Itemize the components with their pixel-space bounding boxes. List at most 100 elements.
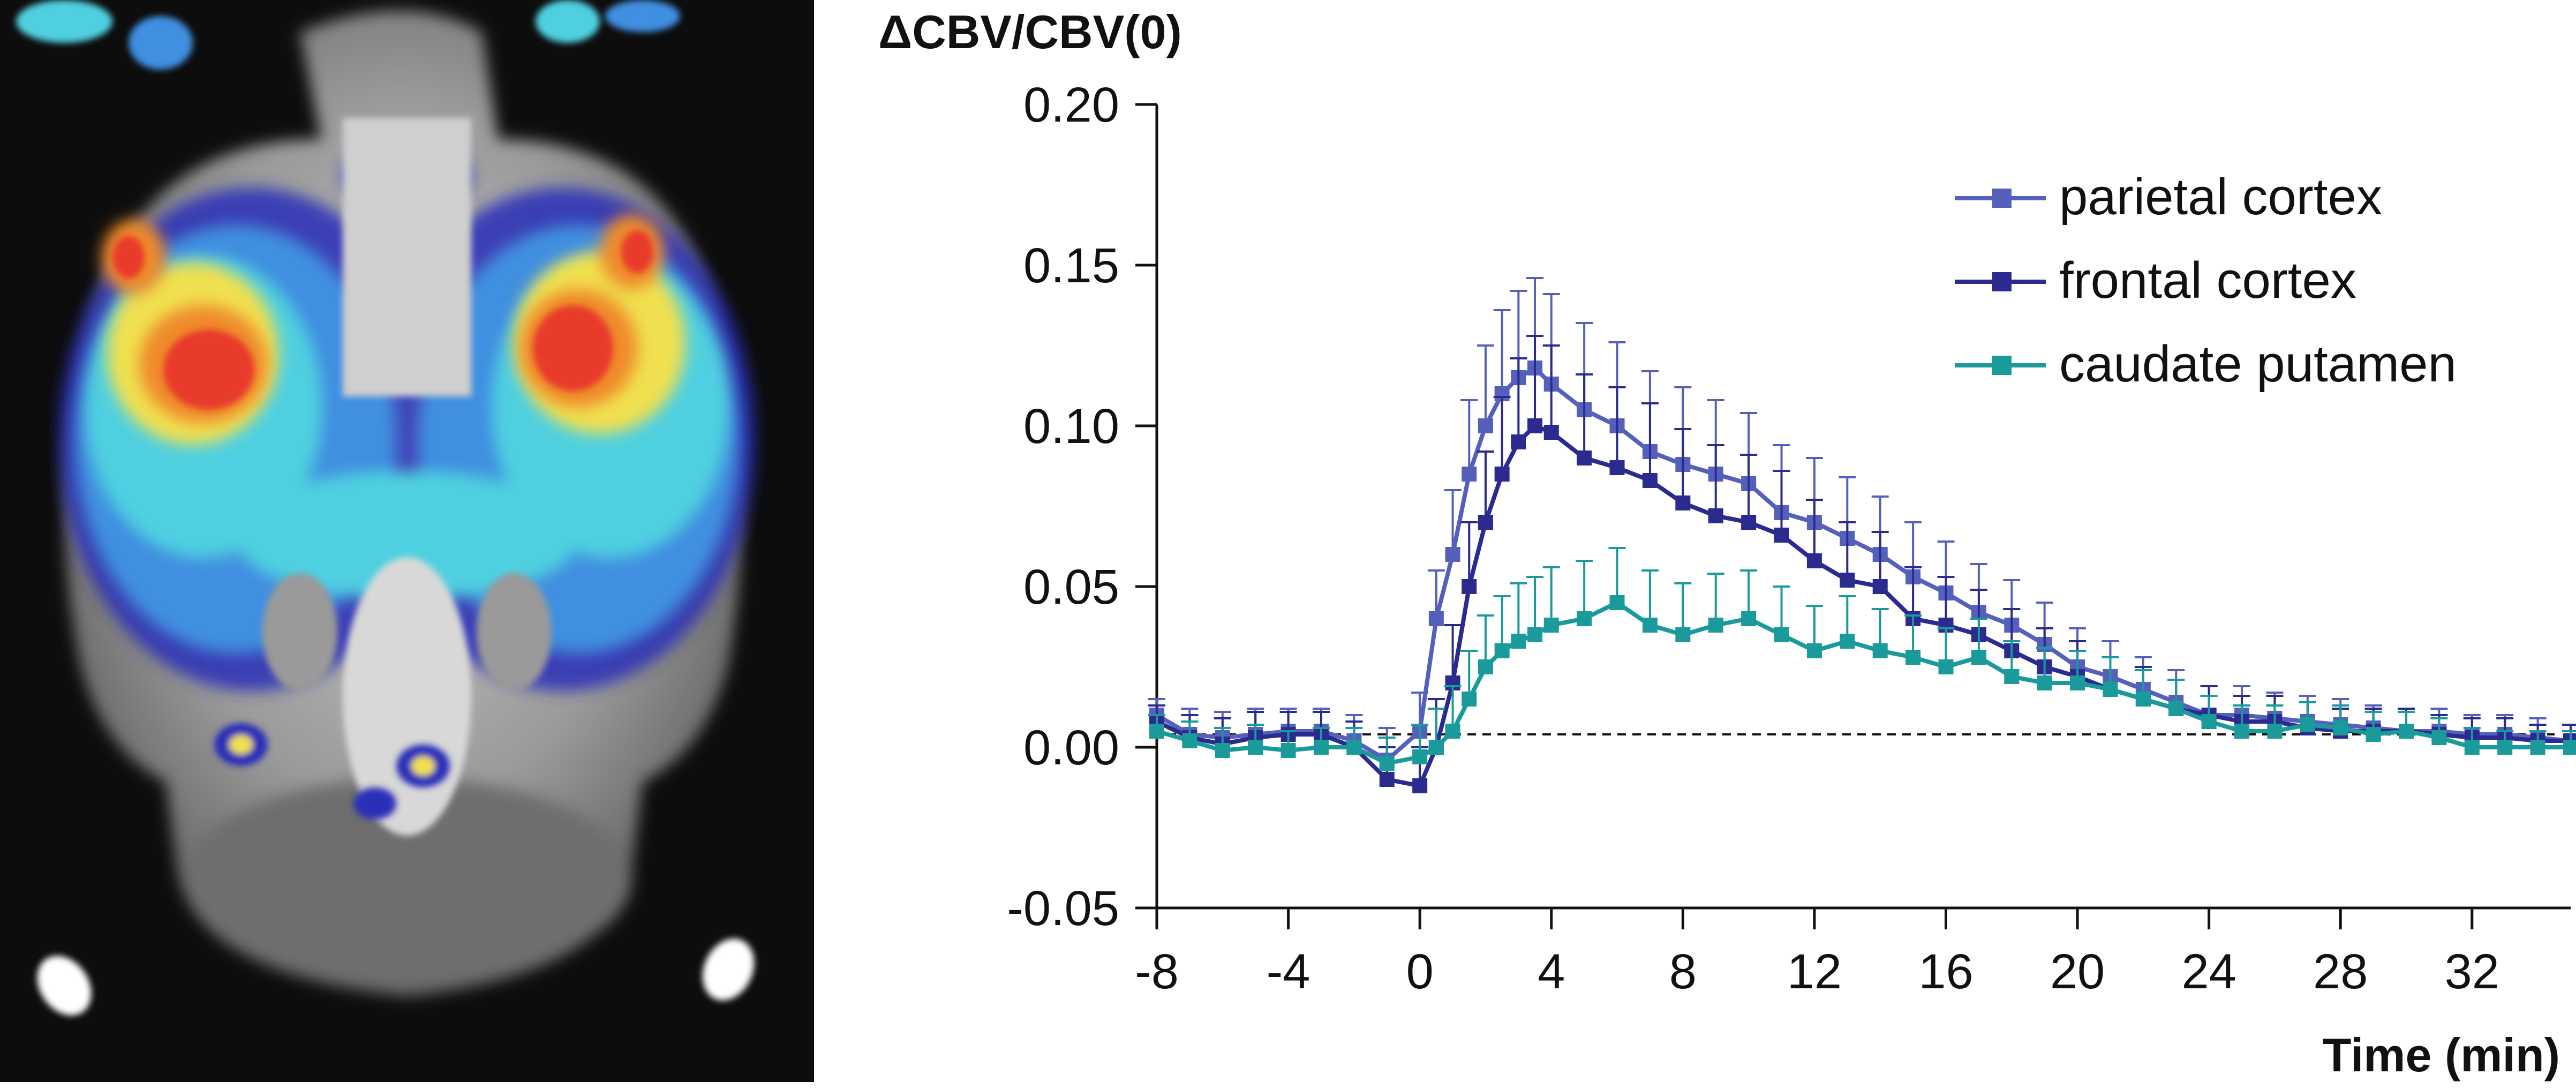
x-tick-label: 32	[2445, 944, 2499, 999]
legend-label: caudate putamen	[2059, 335, 2457, 393]
x-tick-label: 28	[2313, 944, 2368, 999]
series-layer	[1148, 277, 2576, 793]
data-point	[1445, 724, 1460, 739]
data-point	[1428, 740, 1444, 755]
x-tick-label: 20	[2050, 944, 2105, 999]
data-point	[1543, 618, 1559, 633]
data-point	[1840, 634, 1855, 649]
data-point	[1412, 749, 1428, 764]
data-point	[1577, 611, 1592, 626]
data-point	[1774, 528, 1789, 543]
data-point	[2234, 724, 2250, 739]
activation-spots	[16, 0, 755, 1016]
data-point	[1741, 611, 1757, 626]
x-tick-label: -8	[1135, 944, 1179, 999]
midline	[262, 118, 552, 836]
data-point	[1543, 425, 1559, 440]
legend: parietal cortex frontal cortex caudate put…	[1955, 168, 2457, 393]
data-point	[1462, 692, 1477, 707]
data-point	[2103, 682, 2118, 697]
data-point	[1428, 611, 1444, 626]
data-point	[1379, 772, 1395, 787]
data-point	[2037, 675, 2052, 690]
data-point	[2201, 714, 2217, 729]
data-point	[1494, 643, 1510, 658]
y-ticks: -0.05 0.00 0.05 0.10 0.15 0.20	[1007, 78, 1157, 936]
x-ticks: -8 -4 0 4 8 12 16 20 24 28 32	[1135, 908, 2499, 999]
y-tick-label: 0.15	[1023, 238, 1119, 293]
data-point	[1905, 650, 1921, 665]
legend-marker	[1992, 272, 2012, 291]
data-point	[1511, 634, 1526, 649]
data-point	[1281, 743, 1296, 758]
data-point	[1675, 627, 1691, 642]
data-point	[1774, 627, 1789, 642]
data-point	[1872, 579, 1888, 594]
data-point	[2267, 724, 2283, 739]
data-point	[1511, 434, 1526, 449]
data-point	[1642, 618, 1658, 633]
data-point	[1675, 495, 1691, 510]
x-tick-label: 8	[1669, 944, 1697, 999]
data-point	[2300, 717, 2315, 732]
series-line	[1156, 600, 2571, 766]
x-tick-label: 0	[1406, 944, 1434, 999]
series-line	[1155, 365, 2571, 763]
y-tick-label: 0.10	[1023, 399, 1119, 454]
data-point	[1494, 467, 1510, 482]
data-point	[1478, 659, 1493, 674]
series-caudate-putamen	[1148, 547, 2576, 771]
data-point	[2168, 701, 2184, 716]
y-tick-label: 0.00	[1023, 720, 1119, 775]
legend-marker	[1992, 356, 2012, 375]
data-point	[2366, 727, 2381, 742]
data-point	[1741, 515, 1757, 530]
x-tick-label: 24	[2181, 944, 2236, 999]
data-point	[1462, 579, 1477, 594]
legend-marker	[1992, 189, 2012, 208]
data-point	[2497, 740, 2513, 755]
data-point	[2399, 724, 2414, 739]
y-tick-label: -0.05	[1007, 881, 1119, 936]
data-point	[1708, 618, 1723, 633]
data-point	[1971, 650, 1986, 665]
data-point	[2431, 730, 2447, 745]
data-point	[1527, 418, 1543, 433]
data-point	[2135, 692, 2151, 707]
legend-label: parietal cortex	[2059, 168, 2382, 226]
y-axis-title: ΔCBV/CBV(0)	[878, 5, 1182, 58]
data-point	[1609, 460, 1625, 475]
data-point	[1527, 627, 1543, 642]
data-point	[2070, 675, 2085, 690]
x-tick-label: 4	[1538, 944, 1565, 999]
data-point	[2333, 720, 2348, 735]
data-point	[1379, 756, 1395, 771]
data-point	[1346, 740, 1362, 755]
data-point	[1806, 643, 1822, 658]
legend-label: frontal cortex	[2059, 252, 2356, 309]
x-tick-label: -4	[1267, 944, 1310, 999]
y-tick-label: 0.05	[1023, 560, 1119, 614]
data-point	[1248, 740, 1263, 755]
data-point	[1609, 595, 1625, 610]
data-point	[1478, 515, 1493, 530]
x-tick-label: 16	[1918, 944, 1973, 999]
data-point	[1806, 553, 1822, 568]
data-point	[1412, 778, 1428, 793]
data-point	[1577, 450, 1592, 465]
activation-red	[112, 230, 653, 410]
y-tick-label: 0.20	[1023, 78, 1119, 132]
data-point	[1708, 508, 1723, 523]
x-tick-label: 12	[1787, 944, 1842, 999]
data-point	[1478, 418, 1493, 433]
data-point	[1642, 473, 1658, 488]
data-point	[1840, 573, 1855, 588]
data-point	[1149, 724, 1164, 739]
x-axis-title: Time (min)	[2323, 1028, 2560, 1082]
brain-mri-image	[16, 0, 755, 1016]
data-point	[1313, 740, 1329, 755]
data-point	[1182, 733, 1197, 748]
data-point	[2464, 740, 2480, 755]
data-point	[1445, 547, 1460, 562]
